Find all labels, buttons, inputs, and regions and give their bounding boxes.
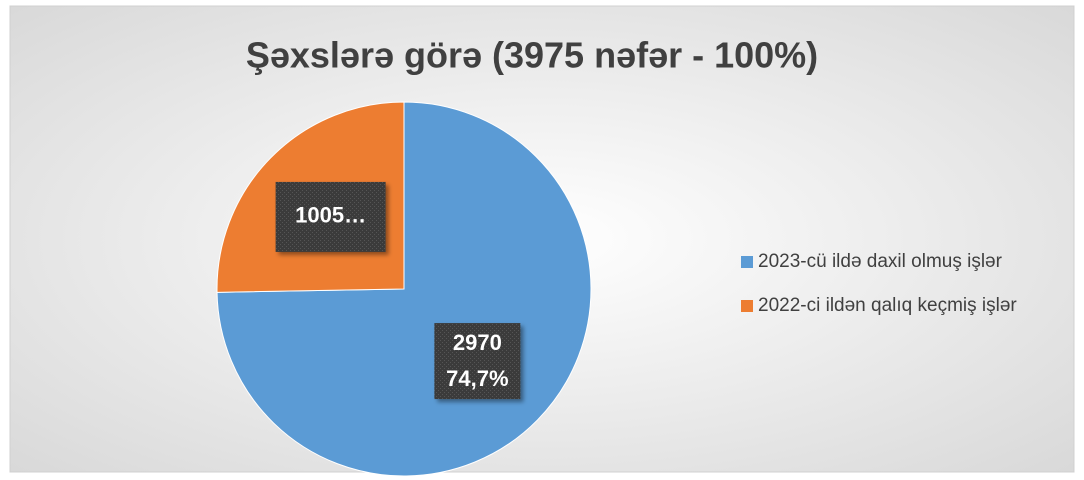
- legend-label: 2022-ci ildən qalıq keçmiş işlər: [758, 295, 1017, 316]
- data-label: 1005…: [295, 203, 366, 228]
- data-label: 2970: [453, 330, 502, 355]
- legend-label: 2023-cü ildə daxil olmuş işlər: [758, 251, 1003, 272]
- data-label-box: [275, 181, 386, 252]
- data-labels: 2970 74,7% 1005…: [275, 181, 521, 400]
- pie: [216, 101, 592, 477]
- legend-swatch: [741, 256, 753, 268]
- legend-swatch: [741, 300, 753, 312]
- data-label-percent: 74,7%: [446, 366, 508, 391]
- data-label-box: [434, 323, 521, 400]
- chart-title: Şəxslərə görə (3975 nəfər - 100%): [246, 35, 818, 76]
- legend: 2023-cü ildə daxil olmuş işlər 2022-ci il…: [741, 251, 1017, 316]
